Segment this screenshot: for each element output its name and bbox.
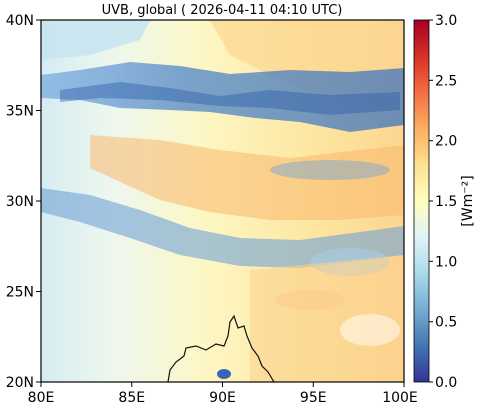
y-tick-label: 20N: [6, 375, 34, 391]
coastline: [167, 314, 275, 382]
colorbar-tick-label: 0.0: [435, 375, 457, 391]
colorbar-tick-label: 1.0: [435, 254, 457, 270]
map-title: UVB, global ( 2026-04-11 04:10 UTC): [102, 3, 343, 18]
colorbar-tick-label: 2.0: [435, 134, 457, 150]
colorbar-tick-label: 2.5: [435, 73, 457, 89]
x-axis: 80E 85E 90E 95E 100E: [28, 382, 418, 406]
colorbar-gradient: [413, 19, 430, 383]
colorbar-unit-label: [Wm⁻²]: [460, 175, 476, 226]
colorbar-tick-label: 0.5: [435, 315, 457, 331]
x-tick-label: 100E: [382, 390, 418, 406]
colorbar: 0.0 0.5 1.0 1.5 2.0 2.5 3.0 [Wm⁻²]: [413, 13, 476, 391]
y-tick-label: 40N: [6, 13, 34, 29]
x-tick-label: 85E: [118, 390, 145, 406]
x-tick-label: 80E: [28, 390, 55, 406]
y-tick-label: 30N: [6, 194, 34, 210]
x-tick-label: 95E: [300, 390, 327, 406]
colorbar-tick-label: 1.5: [435, 194, 457, 210]
y-tick-label: 35N: [6, 104, 34, 120]
y-tick-label: 25N: [6, 285, 34, 301]
colorbar-tick-label: 3.0: [435, 13, 457, 29]
x-tick-label: 90E: [209, 390, 236, 406]
uvb-field: [41, 20, 404, 382]
y-axis: 20N 25N 30N 35N 40N: [6, 13, 41, 391]
